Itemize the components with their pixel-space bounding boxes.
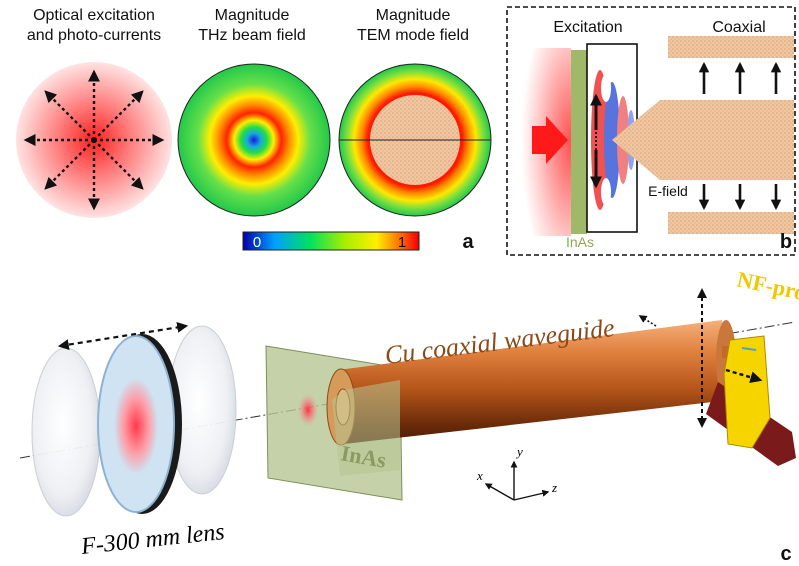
panel-c: y z x Cu coaxial waveguide NF-probe InAs… bbox=[19, 266, 799, 565]
excitation-label: Excitation bbox=[553, 19, 622, 36]
lens-ghost-left bbox=[31, 347, 101, 517]
axis-y-label: y bbox=[515, 444, 523, 459]
coaxial-label: Coaxial bbox=[712, 19, 765, 36]
lens-beam-spot bbox=[114, 378, 158, 474]
colorbar-min-label: 0 bbox=[253, 234, 261, 251]
axis-x-label: x bbox=[476, 468, 483, 483]
panel-b: Excitation Coaxial E-field InAs b bbox=[506, 6, 796, 256]
colorbar bbox=[242, 231, 420, 251]
inas-plate-overlay bbox=[332, 380, 400, 476]
coordinate-axes bbox=[484, 460, 550, 501]
copper-waveguide-body bbox=[338, 320, 730, 444]
title-optical-line1: Optical excitation bbox=[33, 7, 155, 24]
coax-efield-arrows bbox=[698, 61, 782, 211]
excitation-arrow bbox=[532, 116, 568, 164]
coax-inner-tip bbox=[612, 100, 794, 180]
coax-outer-bottom bbox=[668, 212, 794, 234]
probe-tip bbox=[741, 347, 757, 351]
lens-translation-arrow bbox=[57, 321, 189, 351]
panel-b-letter: b bbox=[780, 231, 792, 253]
axis-z-label: z bbox=[551, 480, 557, 495]
colorbar-max-label: 1 bbox=[398, 234, 406, 251]
photocurrent-arrows bbox=[23, 69, 165, 211]
title-optical-line2: and photo-currents bbox=[27, 27, 161, 44]
nf-probe-label: NF-probe bbox=[735, 266, 799, 309]
probe-x-scan-arrow bbox=[725, 368, 763, 384]
waveguide-small-arrow bbox=[638, 315, 657, 327]
panel-a-letter: a bbox=[462, 231, 474, 253]
title-thz-line2: THz beam field bbox=[198, 27, 306, 44]
nf-probe-body bbox=[723, 335, 771, 449]
efield-label: E-field bbox=[648, 183, 688, 199]
inas-label-b: InAs bbox=[566, 234, 594, 250]
title-thz-line1: Magnitude bbox=[215, 7, 290, 24]
inas-beam-spot bbox=[298, 394, 318, 426]
title-tem-line1: Magnitude bbox=[376, 7, 451, 24]
panel-a: Optical excitation and photo-currents Ma… bbox=[16, 7, 492, 253]
lens-label: F-300 mm lens bbox=[79, 519, 226, 560]
title-tem-line2: TEM mode field bbox=[357, 27, 469, 44]
panel-c-letter: c bbox=[780, 543, 791, 565]
coax-outer-top bbox=[668, 36, 794, 58]
thz-beam-field-disc bbox=[177, 63, 331, 217]
inas-layer bbox=[571, 50, 587, 234]
